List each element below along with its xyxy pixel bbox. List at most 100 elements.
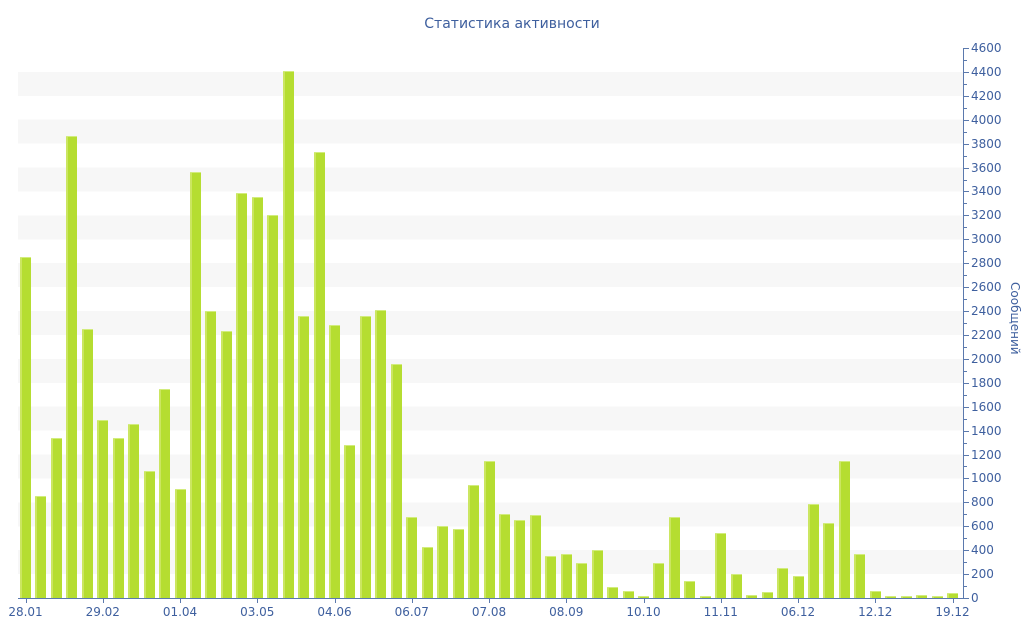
y-major-tick [964,71,969,73]
bar[interactable] [699,596,711,598]
bar[interactable] [359,315,371,598]
x-tick [411,599,413,603]
y-major-tick [964,263,969,265]
bar[interactable] [375,309,387,598]
bar[interactable] [267,215,279,598]
y-major-tick [964,358,969,360]
bar[interactable] [823,523,835,598]
y-major-tick [964,406,969,408]
y-tick-label: 600 [971,519,994,534]
bar[interactable] [390,363,402,598]
bar[interactable] [66,136,78,598]
x-tick [720,599,722,603]
bar[interactable] [591,550,603,598]
y-minor-tick [964,514,967,516]
bar[interactable] [653,563,665,598]
bar[interactable] [437,526,449,598]
y-tick-label: 1800 [971,375,1002,390]
y-major-tick [964,119,969,121]
bar[interactable] [792,576,804,598]
x-tick-label: 08.09 [549,605,584,619]
bar[interactable] [807,504,819,598]
y-tick-label: 2000 [971,351,1002,366]
bar[interactable] [251,197,263,598]
y-major-tick [964,143,969,145]
y-minor-tick [964,155,967,157]
y-minor-tick [964,370,967,372]
y-tick-label: 800 [971,495,994,510]
bar[interactable] [761,592,773,598]
x-tick [875,599,877,603]
y-minor-tick [964,323,967,324]
y-tick-label: 0 [971,591,979,605]
bar[interactable] [684,581,696,598]
bar[interactable] [50,437,62,598]
bar[interactable] [159,389,171,598]
bar[interactable] [622,591,634,598]
bar[interactable] [869,591,881,598]
y-minor-tick [964,299,967,301]
bar[interactable] [900,596,912,598]
bar[interactable] [282,70,294,598]
bar[interactable] [20,257,31,598]
y-tick-label: 2800 [971,256,1002,271]
bar[interactable] [143,471,155,598]
x-tick-label: 07.08 [471,605,507,619]
bar[interactable] [81,328,93,598]
y-tick-label: 4000 [971,112,1002,127]
bar[interactable] [344,444,356,598]
bar[interactable] [220,331,232,598]
bar[interactable] [746,595,758,598]
bar[interactable] [885,596,897,598]
bar[interactable] [189,172,201,598]
bar[interactable] [452,528,464,598]
bar[interactable] [483,460,495,598]
bar[interactable] [236,192,248,598]
bar[interactable] [298,315,310,598]
y-major-tick [964,95,969,97]
bar[interactable] [668,516,680,598]
y-minor-tick [964,251,967,253]
y-minor-tick [964,442,967,444]
bar[interactable] [468,485,480,598]
y-tick-label: 1600 [971,399,1002,414]
y-major-tick [964,454,969,456]
bar[interactable] [947,593,958,598]
bar[interactable] [514,520,526,598]
y-tick-label: 3000 [971,232,1002,247]
bar[interactable] [715,532,727,598]
bar[interactable] [329,325,340,598]
bar[interactable] [916,595,928,598]
y-axis-title: Сообщений [1008,282,1022,355]
y-major-tick [964,334,969,336]
bar[interactable] [777,568,789,598]
bar[interactable] [576,562,588,598]
bar[interactable] [529,514,541,598]
bar[interactable] [638,596,649,598]
bar[interactable] [931,596,943,598]
bar[interactable] [128,424,140,598]
y-major-tick [964,311,969,313]
bar[interactable] [607,586,619,598]
x-tick-label: 06.12 [780,605,816,619]
bar[interactable] [97,419,109,598]
bar[interactable] [421,547,433,598]
y-major-tick [964,526,969,528]
bar[interactable] [406,517,418,598]
bar[interactable] [35,496,47,598]
x-tick [952,599,954,603]
bar[interactable] [545,556,557,598]
bar[interactable] [854,554,866,598]
x-tick-label: 19.12 [935,605,970,619]
bar[interactable] [498,514,510,598]
bar[interactable] [560,554,572,598]
bar[interactable] [205,311,217,598]
bar[interactable] [313,152,325,598]
y-tick-label: 1400 [971,423,1002,438]
bar[interactable] [838,461,850,598]
bar[interactable] [730,573,742,598]
bar[interactable] [174,489,186,598]
bar[interactable] [112,438,124,598]
y-minor-tick [964,227,967,229]
